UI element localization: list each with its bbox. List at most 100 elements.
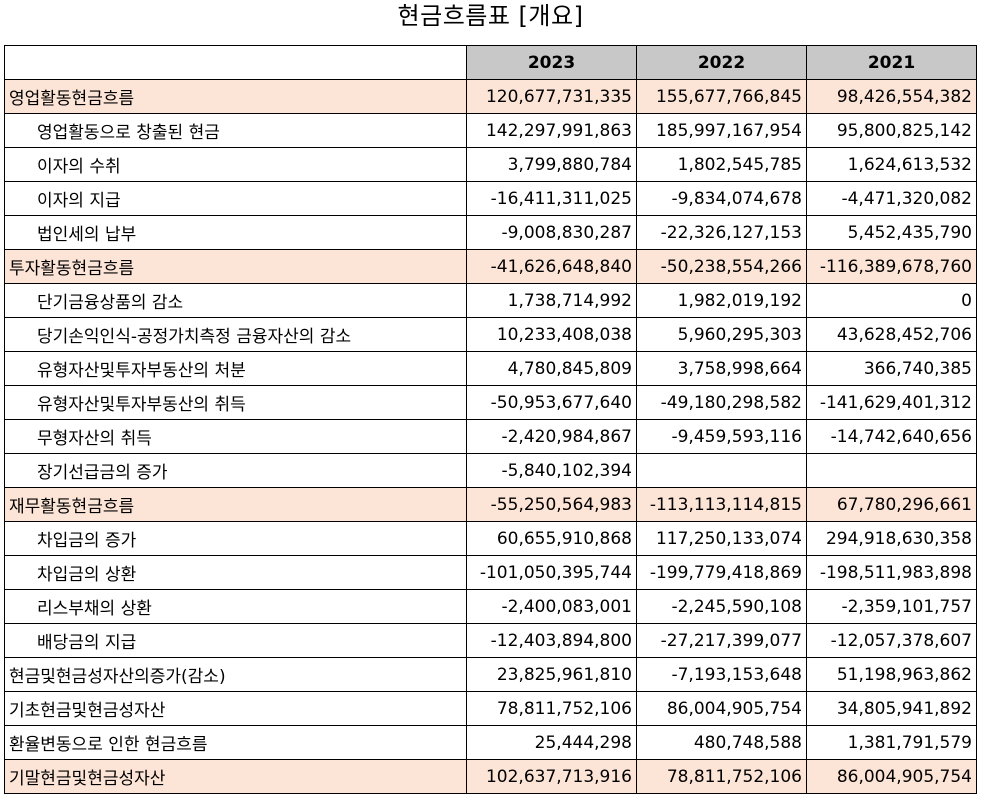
- table-row: 유형자산및투자부동산의 처분 4,780,845,809 3,758,998,664…: [4, 351, 977, 386]
- row-label: 무형자산의 취득: [4, 419, 467, 454]
- row-label: 기말현금및현금성자산: [4, 759, 467, 794]
- value-2022: 117,250,133,074: [636, 521, 807, 556]
- table-row: 이자의 지급 -16,411,311,025 -9,834,074,678 -4,47…: [4, 181, 977, 216]
- value-2022: 78,811,752,106: [636, 759, 807, 794]
- value-2021: 1,381,791,579: [806, 725, 977, 760]
- value-2023: 1,738,714,992: [466, 283, 637, 318]
- value-2022: 86,004,905,754: [636, 691, 807, 726]
- table-row: 영업활동현금흐름 120,677,731,335 155,677,766,845 98…: [4, 79, 977, 114]
- row-label: 이자의 수취: [4, 147, 467, 182]
- row-label: 투자활동현금흐름: [4, 249, 467, 284]
- value-2022: 185,997,167,954: [636, 113, 807, 148]
- value-2023: -50,953,677,640: [466, 385, 637, 420]
- row-label: 유형자산및투자부동산의 처분: [4, 351, 467, 386]
- value-2023: -16,411,311,025: [466, 181, 637, 216]
- value-2023: -41,626,648,840: [466, 249, 637, 284]
- row-label: 법인세의 납부: [4, 215, 467, 250]
- value-2021: -12,057,378,607: [806, 623, 977, 658]
- value-2023: -2,400,083,001: [466, 589, 637, 624]
- row-label: 환율변동으로 인한 현금흐름: [4, 725, 467, 760]
- value-2023: 25,444,298: [466, 725, 637, 760]
- value-2023: -101,050,395,744: [466, 555, 637, 590]
- value-2022: 1,802,545,785: [636, 147, 807, 182]
- header-corner-cell: [4, 45, 467, 80]
- row-label: 차입금의 상환: [4, 555, 467, 590]
- row-label: 장기선급금의 증가: [4, 453, 467, 488]
- table-row: 당기손익인식-공정가치측정 금융자산의 감소 10,233,408,038 5,96…: [4, 317, 977, 352]
- value-2023: 60,655,910,868: [466, 521, 637, 556]
- table-row: 차입금의 상환 -101,050,395,744 -199,779,418,869-…: [4, 555, 977, 590]
- table-row: 법인세의 납부 -9,008,830,287 -22,326,127,153 5,45…: [4, 215, 977, 250]
- table-row: 현금및현금성자산의증가(감소) 23,825,961,810 -7,193,153,…: [4, 657, 977, 692]
- table-body: 영업활동현금흐름 120,677,731,335 155,677,766,845 98…: [4, 79, 977, 794]
- row-label: 당기손익인식-공정가치측정 금융자산의 감소: [4, 317, 467, 352]
- row-label: 배당금의 지급: [4, 623, 467, 658]
- row-label: 재무활동현금흐름: [4, 487, 467, 522]
- value-2021: -14,742,640,656: [806, 419, 977, 454]
- value-2021: -198,511,983,898: [806, 555, 977, 590]
- table-row: 환율변동으로 인한 현금흐름 25,444,298 480,748,588 1,381…: [4, 725, 977, 760]
- value-2021: -116,389,678,760: [806, 249, 977, 284]
- row-label: 현금및현금성자산의증가(감소): [4, 657, 467, 692]
- table-row: 배당금의 지급 -12,403,894,800 -27,217,399,077 -12…: [4, 623, 977, 658]
- value-2021: -2,359,101,757: [806, 589, 977, 624]
- value-2021: 51,198,963,862: [806, 657, 977, 692]
- value-2023: 120,677,731,335: [466, 79, 637, 114]
- value-2021: 86,004,905,754: [806, 759, 977, 794]
- value-2023: -55,250,564,983: [466, 487, 637, 522]
- table-row: 기초현금및현금성자산 78,811,752,106 86,004,905,754 34…: [4, 691, 977, 726]
- header-2021: 2021: [806, 45, 977, 80]
- table-row: 유형자산및투자부동산의 취득 -50,953,677,640 -49,180,298…: [4, 385, 977, 420]
- header-row: 2023 2022 2021: [4, 45, 977, 80]
- header-2022: 2022: [636, 45, 807, 80]
- value-2022: -50,238,554,266: [636, 249, 807, 284]
- table-row: 기말현금및현금성자산 102,637,713,916 78,811,752,106 8…: [4, 759, 977, 794]
- value-2022: -9,459,593,116: [636, 419, 807, 454]
- value-2023: 78,811,752,106: [466, 691, 637, 726]
- value-2021: 98,426,554,382: [806, 79, 977, 114]
- value-2022: [636, 453, 807, 488]
- value-2022: -9,834,074,678: [636, 181, 807, 216]
- value-2021: 95,800,825,142: [806, 113, 977, 148]
- value-2021: 1,624,613,532: [806, 147, 977, 182]
- value-2022: -2,245,590,108: [636, 589, 807, 624]
- table-row: 영업활동으로 창출된 현금 142,297,991,863 185,997,167,…: [4, 113, 977, 148]
- value-2023: 102,637,713,916: [466, 759, 637, 794]
- table-row: 재무활동현금흐름 -55,250,564,983 -113,113,114,815 6…: [4, 487, 977, 522]
- value-2023: 10,233,408,038: [466, 317, 637, 352]
- table-row: 단기금융상품의 감소 1,738,714,992 1,982,019,192 0: [4, 283, 977, 318]
- table-row: 투자활동현금흐름 -41,626,648,840 -50,238,554,266 -1…: [4, 249, 977, 284]
- page-title: 현금흐름표 [개요]: [397, 2, 584, 30]
- value-2021: 294,918,630,358: [806, 521, 977, 556]
- value-2023: -9,008,830,287: [466, 215, 637, 250]
- value-2023: -12,403,894,800: [466, 623, 637, 658]
- row-label: 리스부채의 상환: [4, 589, 467, 624]
- value-2022: -7,193,153,648: [636, 657, 807, 692]
- row-label: 차입금의 증가: [4, 521, 467, 556]
- value-2023: 3,799,880,784: [466, 147, 637, 182]
- header-2023: 2023: [466, 45, 637, 80]
- table-row: 무형자산의 취득 -2,420,984,867 -9,459,593,116 -14,…: [4, 419, 977, 454]
- row-label: 영업활동현금흐름: [4, 79, 467, 114]
- table-row: 이자의 수취 3,799,880,784 1,802,545,785 1,624,61…: [4, 147, 977, 182]
- value-2021: 5,452,435,790: [806, 215, 977, 250]
- value-2023: 4,780,845,809: [466, 351, 637, 386]
- value-2023: -5,840,102,394: [466, 453, 637, 488]
- value-2021: 0: [806, 283, 977, 318]
- value-2022: -113,113,114,815: [636, 487, 807, 522]
- value-2022: 3,758,998,664: [636, 351, 807, 386]
- value-2022: -199,779,418,869: [636, 555, 807, 590]
- row-label: 유형자산및투자부동산의 취득: [4, 385, 467, 420]
- value-2021: 43,628,452,706: [806, 317, 977, 352]
- value-2021: [806, 453, 977, 488]
- value-2021: 366,740,385: [806, 351, 977, 386]
- value-2022: 5,960,295,303: [636, 317, 807, 352]
- value-2022: 1,982,019,192: [636, 283, 807, 318]
- value-2022: -27,217,399,077: [636, 623, 807, 658]
- table-row: 장기선급금의 증가 -5,840,102,394: [4, 453, 977, 488]
- table-row: 리스부채의 상환 -2,400,083,001 -2,245,590,108 -2,3…: [4, 589, 977, 624]
- value-2022: 480,748,588: [636, 725, 807, 760]
- value-2021: -141,629,401,312: [806, 385, 977, 420]
- value-2023: 142,297,991,863: [466, 113, 637, 148]
- table-row: 차입금의 증가 60,655,910,868 117,250,133,074 294,…: [4, 521, 977, 556]
